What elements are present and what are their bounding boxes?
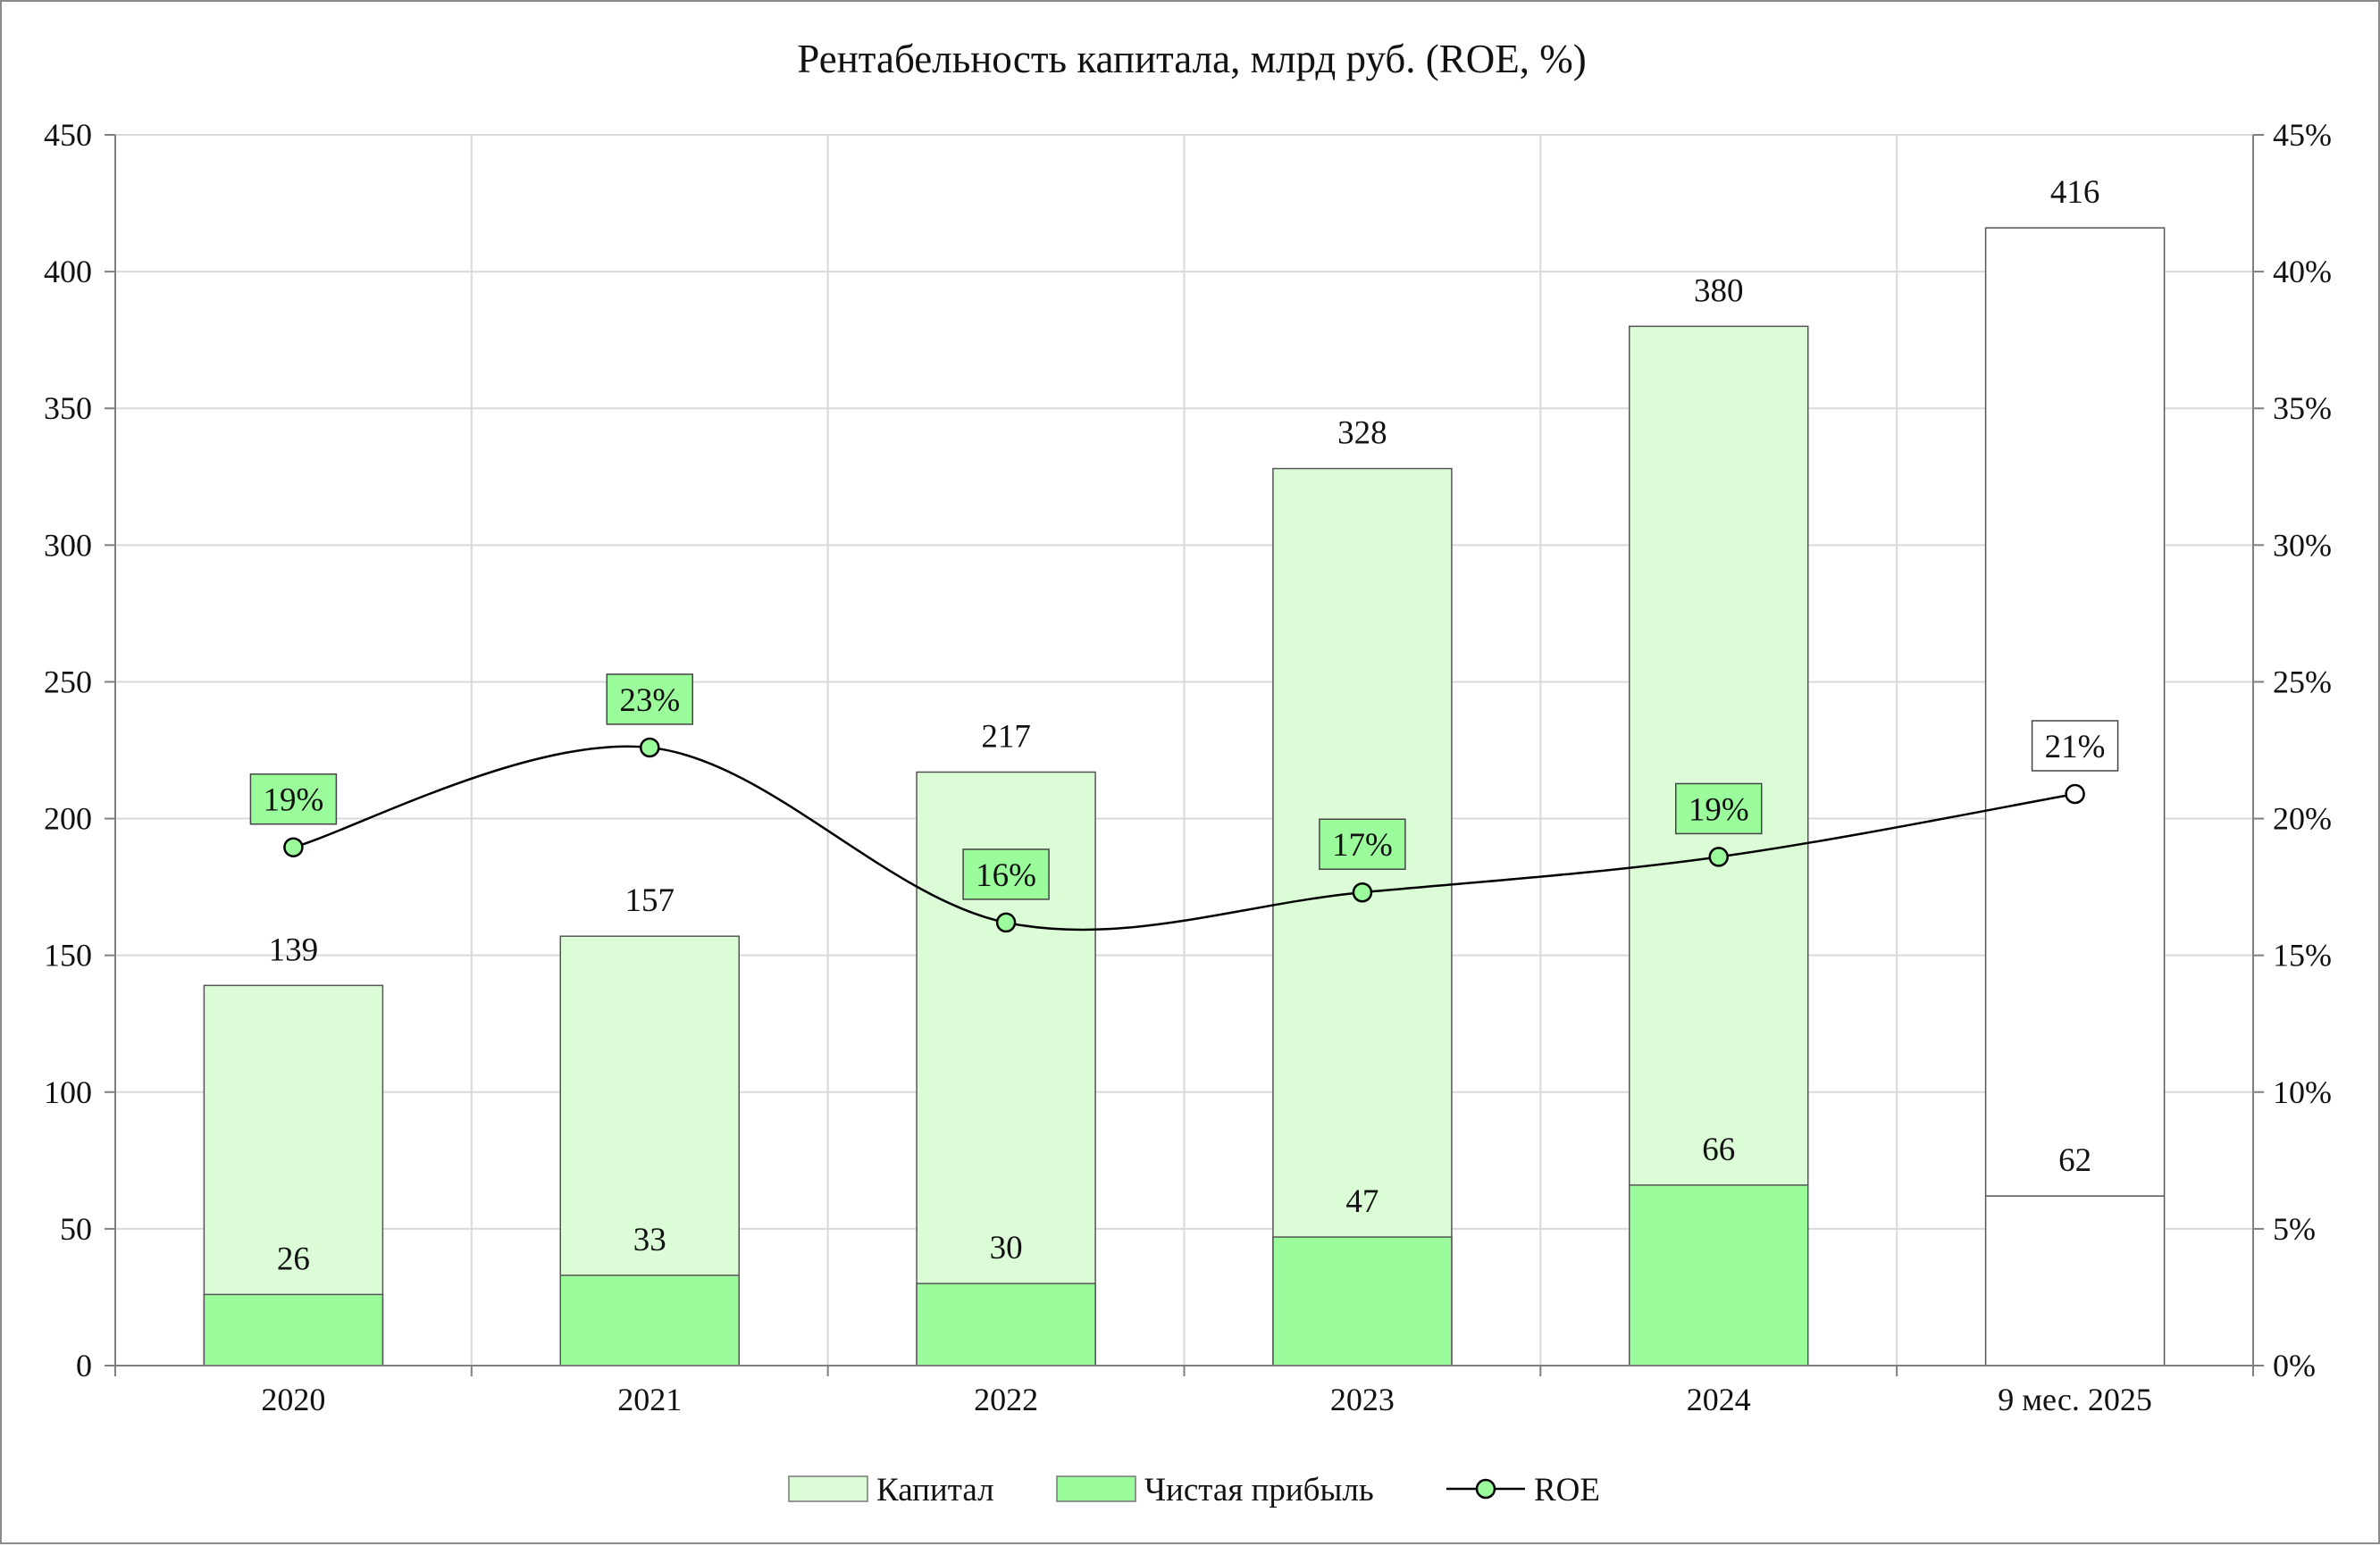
x-tick-label: 2021 xyxy=(617,1382,682,1417)
roe-marker xyxy=(995,912,1017,933)
profit-label: 33 xyxy=(633,1222,666,1258)
y-tick-label: 100 xyxy=(44,1074,92,1110)
legend-marker-roe xyxy=(1475,1478,1496,1500)
y-tick-label: 350 xyxy=(44,390,92,426)
y-tick-label: 250 xyxy=(44,664,92,699)
legend-label-capital: Капитал xyxy=(876,1472,994,1508)
gridlines xyxy=(115,134,2253,1366)
y-tick-label: 0 xyxy=(76,1348,92,1383)
profit-label: 30 xyxy=(990,1230,1023,1266)
data-labels: 139 157 217 328 380 416 26 33 30 47 66 62 19% 23% 16% 1… xyxy=(249,174,2119,1277)
roe-label-box xyxy=(1319,818,1406,870)
profit-label: 66 xyxy=(1702,1132,1735,1168)
roe-marker xyxy=(640,737,660,758)
y2-tick-label: 25% xyxy=(2273,664,2332,699)
profit-bar xyxy=(1272,1236,1453,1366)
profit-bar xyxy=(559,1274,740,1366)
roe-label: 19% xyxy=(1689,791,1749,828)
capital-bar xyxy=(1272,467,1453,1366)
roe-label-box xyxy=(1675,782,1763,835)
roe-label-box xyxy=(249,773,338,825)
x-tick-label: 2024 xyxy=(1687,1382,1751,1417)
capital-label: 328 xyxy=(1337,415,1387,452)
roe-label: 16% xyxy=(976,857,1036,894)
roe-label: 21% xyxy=(2045,729,2106,765)
roe-label: 23% xyxy=(619,682,680,719)
capital-label: 139 xyxy=(269,932,319,968)
axes: 0 50 100 150 200 250 300 350 400 450 0% 5% 10% 15% 20%… xyxy=(44,117,2332,1417)
y2-tick-label: 15% xyxy=(2273,938,2332,974)
bars xyxy=(203,227,2166,1366)
legend-swatch-profit xyxy=(1056,1475,1136,1502)
capital-label: 217 xyxy=(981,718,1031,755)
y-tick-label: 50 xyxy=(60,1211,92,1247)
y2-tick-label: 40% xyxy=(2273,254,2332,289)
profit-bar xyxy=(916,1283,1096,1366)
capital-label: 380 xyxy=(1694,272,1744,309)
capital-label: 157 xyxy=(625,882,675,919)
x-tick-label: 2022 xyxy=(974,1382,1038,1417)
roe-label-box xyxy=(606,673,693,725)
profit-label: 47 xyxy=(1345,1183,1379,1220)
roe-marker xyxy=(1352,882,1373,903)
x-tick-label: 2023 xyxy=(1330,1382,1395,1417)
roe-marker xyxy=(1708,847,1729,867)
profit-label: 26 xyxy=(277,1241,310,1277)
chart-title: Рентабельность капитала, млрд руб. (ROE,… xyxy=(797,37,1586,81)
roe-label: 17% xyxy=(1332,827,1393,864)
capital-label: 416 xyxy=(2050,174,2100,211)
roe-label-box xyxy=(962,848,1050,900)
y-tick-label: 200 xyxy=(44,801,92,837)
y2-tick-label: 0% xyxy=(2273,1348,2316,1383)
roe-marker xyxy=(283,837,304,857)
legend-swatch-capital xyxy=(788,1475,868,1502)
y2-tick-label: 5% xyxy=(2273,1211,2316,1247)
y-tick-label: 300 xyxy=(44,527,92,563)
legend: Капитал Чистая прибыль ROE xyxy=(788,1472,1600,1508)
x-tick-label: 2020 xyxy=(261,1382,325,1417)
y-tick-label: 400 xyxy=(44,254,92,289)
y2-tick-label: 10% xyxy=(2273,1074,2332,1110)
y2-tick-label: 20% xyxy=(2273,801,2332,837)
profit-bar xyxy=(1629,1184,1809,1366)
y2-tick-label: 35% xyxy=(2273,390,2332,426)
profit-bar xyxy=(203,1293,384,1366)
roe-label: 19% xyxy=(264,782,324,819)
y2-tick-label: 30% xyxy=(2273,527,2332,563)
profit-label: 62 xyxy=(2058,1142,2091,1179)
y-tick-label: 150 xyxy=(44,938,92,974)
roe-curve xyxy=(293,745,2075,932)
legend-label-roe: ROE xyxy=(1534,1472,1600,1508)
legend-label-profit: Чистая прибыль xyxy=(1144,1472,1374,1508)
roe-line xyxy=(283,737,2085,933)
roe-label-box xyxy=(2031,720,2119,772)
x-tick-label: 9 мес. 2025 xyxy=(1998,1382,2152,1417)
y2-tick-label: 45% xyxy=(2273,117,2332,153)
roe-marker xyxy=(2065,783,2085,805)
y-tick-label: 450 xyxy=(44,117,92,153)
